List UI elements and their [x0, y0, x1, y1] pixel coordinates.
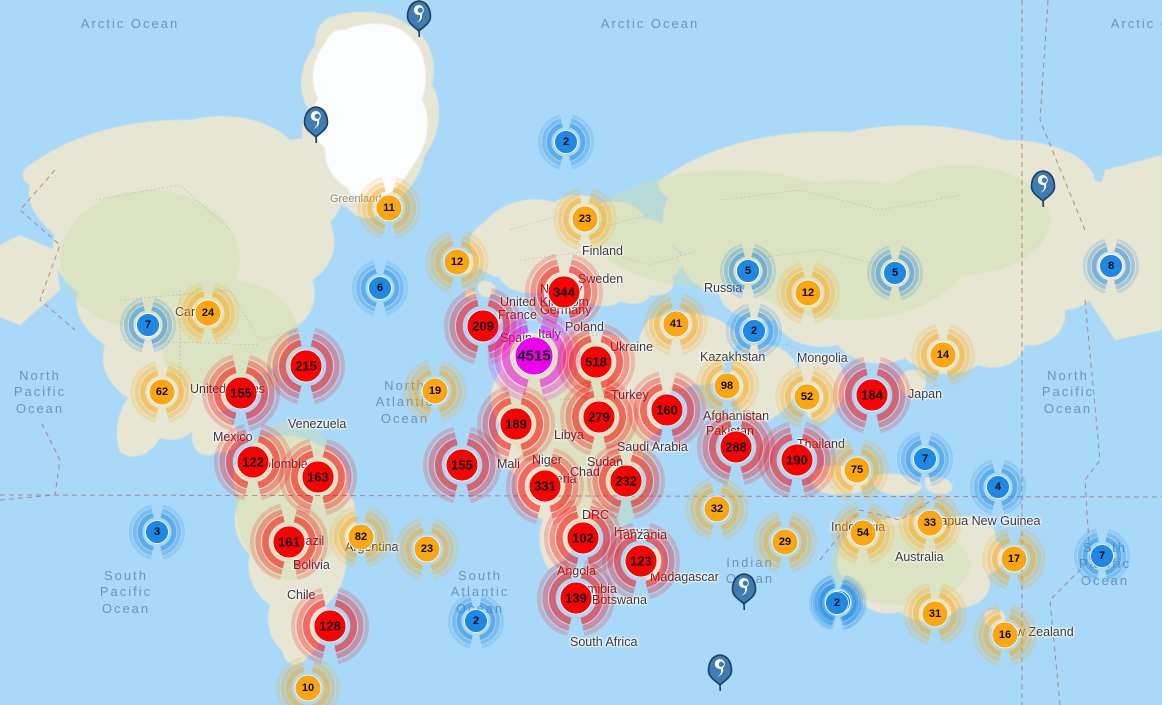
- svg-text:6: 6: [377, 282, 383, 294]
- svg-text:54: 54: [857, 527, 870, 539]
- svg-text:75: 75: [851, 464, 863, 476]
- svg-text:155: 155: [230, 386, 252, 401]
- svg-text:139: 139: [565, 591, 587, 606]
- svg-text:7: 7: [145, 319, 151, 331]
- svg-text:102: 102: [572, 531, 594, 546]
- svg-text:518: 518: [585, 355, 607, 370]
- svg-text:31: 31: [929, 608, 941, 620]
- svg-text:189: 189: [505, 417, 527, 432]
- svg-text:29: 29: [779, 536, 791, 548]
- svg-text:23: 23: [579, 213, 591, 225]
- svg-text:2: 2: [751, 325, 757, 337]
- svg-text:5: 5: [745, 265, 751, 277]
- svg-text:7: 7: [922, 453, 928, 465]
- svg-text:279: 279: [588, 410, 610, 425]
- svg-text:11: 11: [383, 202, 395, 214]
- svg-text:2: 2: [473, 615, 479, 627]
- svg-text:5: 5: [892, 267, 898, 279]
- svg-text:232: 232: [615, 474, 637, 489]
- svg-text:19: 19: [429, 385, 441, 397]
- svg-text:32: 32: [711, 503, 723, 515]
- svg-text:128: 128: [319, 619, 341, 634]
- svg-text:12: 12: [451, 256, 463, 268]
- svg-text:14: 14: [937, 349, 950, 361]
- svg-text:7: 7: [1099, 550, 1105, 562]
- svg-text:16: 16: [999, 629, 1011, 641]
- svg-text:288: 288: [725, 440, 747, 455]
- svg-text:33: 33: [924, 517, 936, 529]
- svg-text:161: 161: [278, 535, 300, 550]
- svg-text:12: 12: [802, 287, 814, 299]
- svg-text:17: 17: [1008, 553, 1020, 565]
- svg-text:155: 155: [451, 458, 473, 473]
- svg-text:8: 8: [1108, 260, 1114, 272]
- svg-text:10: 10: [302, 682, 314, 694]
- svg-text:4: 4: [995, 481, 1002, 493]
- svg-text:52: 52: [801, 391, 813, 403]
- svg-text:215: 215: [295, 359, 317, 374]
- svg-text:62: 62: [156, 386, 168, 398]
- svg-text:209: 209: [472, 319, 494, 334]
- svg-text:24: 24: [202, 307, 215, 319]
- svg-text:4515: 4515: [517, 348, 550, 365]
- svg-text:2: 2: [563, 136, 569, 148]
- svg-text:123: 123: [630, 554, 652, 569]
- svg-text:98: 98: [721, 380, 733, 392]
- svg-text:23: 23: [421, 543, 433, 555]
- svg-text:184: 184: [861, 388, 883, 403]
- svg-text:163: 163: [307, 470, 329, 485]
- svg-text:122: 122: [242, 455, 264, 470]
- svg-text:2: 2: [834, 597, 840, 609]
- svg-text:344: 344: [553, 285, 575, 300]
- svg-text:41: 41: [670, 318, 682, 330]
- svg-text:3: 3: [154, 526, 160, 538]
- svg-text:160: 160: [656, 403, 678, 418]
- svg-text:82: 82: [355, 531, 367, 543]
- svg-text:190: 190: [786, 453, 808, 468]
- svg-text:331: 331: [534, 479, 556, 494]
